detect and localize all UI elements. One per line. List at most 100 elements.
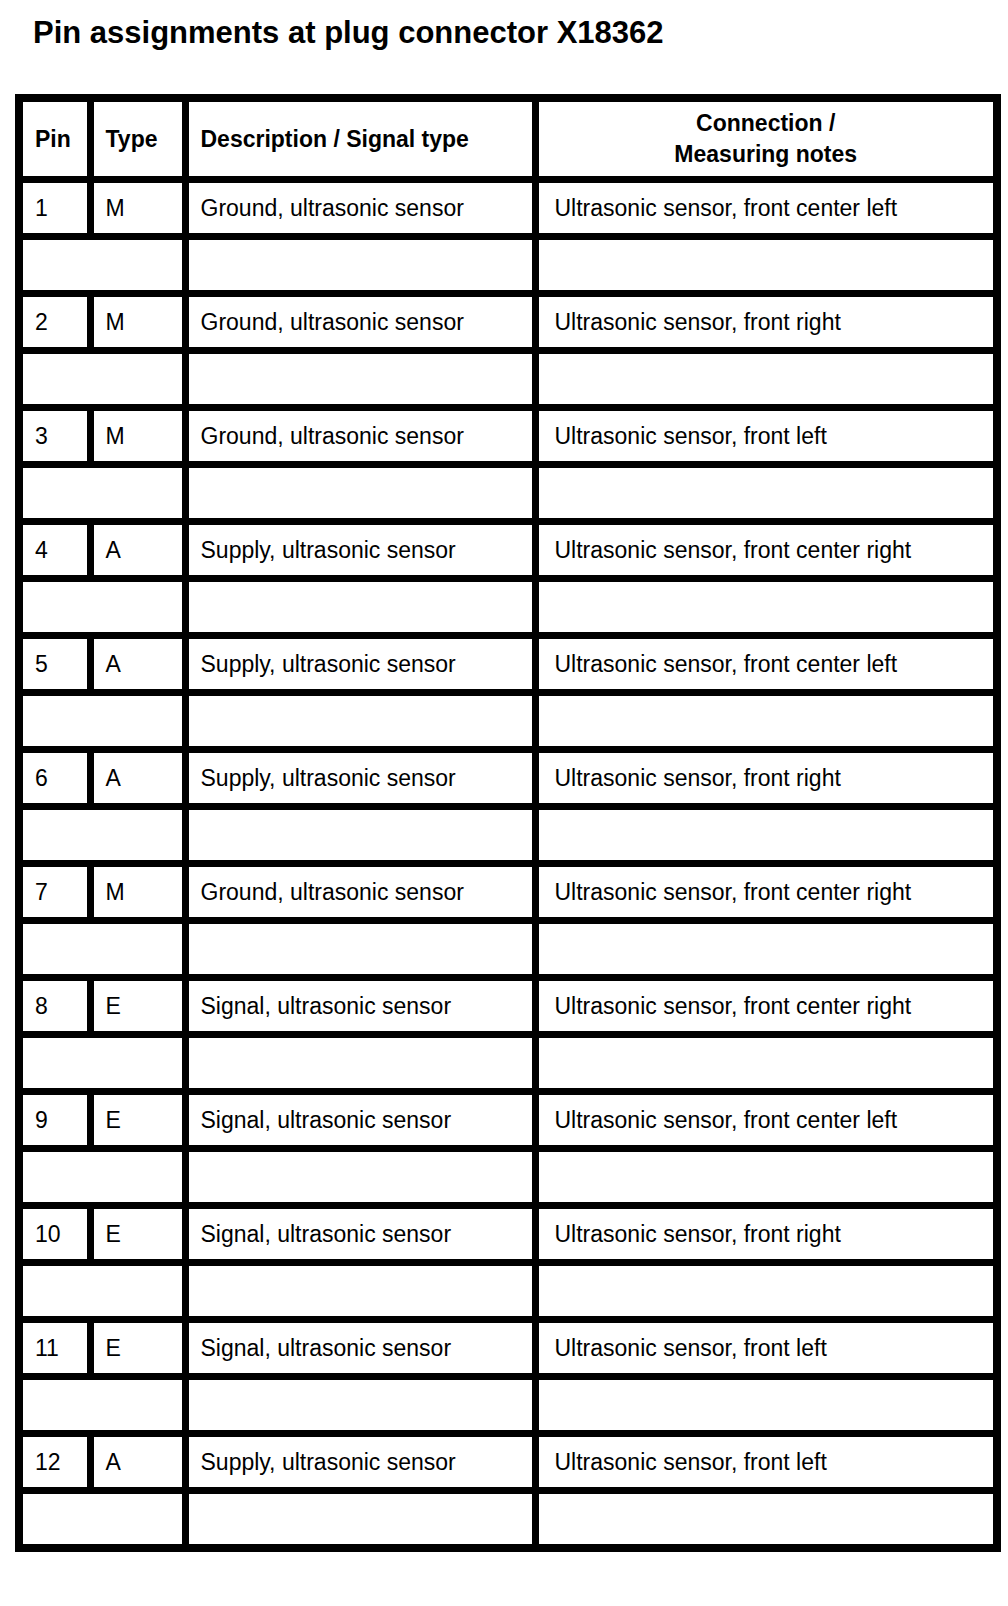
pin-cell: 3 xyxy=(19,408,90,465)
spacer-row xyxy=(19,351,997,408)
description-cell: Signal, ultrasonic sensor xyxy=(185,1092,535,1149)
spacer-cell-description xyxy=(185,465,535,522)
document-page: Pin assignments at plug connector X18362… xyxy=(0,0,1008,1606)
type-cell: A xyxy=(90,1434,185,1491)
pin-cell: 12 xyxy=(19,1434,90,1491)
type-cell: M xyxy=(90,294,185,351)
spacer-cell-description xyxy=(185,1491,535,1549)
header-cell-type: Type xyxy=(90,98,185,180)
description-cell: Supply, ultrasonic sensor xyxy=(185,750,535,807)
spacer-cell-pin-type xyxy=(19,921,185,978)
spacer-cell-connection xyxy=(535,237,997,294)
spacer-cell-pin-type xyxy=(19,1491,185,1549)
spacer-cell-description xyxy=(185,1377,535,1434)
spacer-cell-connection xyxy=(535,465,997,522)
table-row: 1 M Ground, ultrasonic sensor Ultrasonic… xyxy=(19,180,997,237)
pin-assignment-table: Pin Type Description / Signal type Conne… xyxy=(15,94,1001,1552)
spacer-cell-description xyxy=(185,1035,535,1092)
header-cell-pin: Pin xyxy=(19,98,90,180)
header-cell-description: Description / Signal type xyxy=(185,98,535,180)
description-cell: Ground, ultrasonic sensor xyxy=(185,864,535,921)
table-header: Pin Type Description / Signal type Conne… xyxy=(19,98,997,180)
pin-cell: 4 xyxy=(19,522,90,579)
pin-cell: 7 xyxy=(19,864,90,921)
header-row: Pin Type Description / Signal type Conne… xyxy=(19,98,997,180)
connection-cell: Ultrasonic sensor, front right xyxy=(535,750,997,807)
type-cell: A xyxy=(90,750,185,807)
spacer-cell-pin-type xyxy=(19,579,185,636)
description-cell: Supply, ultrasonic sensor xyxy=(185,522,535,579)
description-cell: Signal, ultrasonic sensor xyxy=(185,978,535,1035)
description-cell: Signal, ultrasonic sensor xyxy=(185,1206,535,1263)
pin-cell: 11 xyxy=(19,1320,90,1377)
spacer-row xyxy=(19,807,997,864)
connection-cell: Ultrasonic sensor, front center left xyxy=(535,180,997,237)
spacer-cell-pin-type xyxy=(19,807,185,864)
spacer-row xyxy=(19,1491,997,1549)
connection-cell: Ultrasonic sensor, front left xyxy=(535,1320,997,1377)
connection-cell: Ultrasonic sensor, front center right xyxy=(535,978,997,1035)
connection-cell: Ultrasonic sensor, front left xyxy=(535,1434,997,1491)
spacer-cell-description xyxy=(185,693,535,750)
pin-cell: 8 xyxy=(19,978,90,1035)
spacer-cell-connection xyxy=(535,1491,997,1549)
connection-cell: Ultrasonic sensor, front center left xyxy=(535,636,997,693)
spacer-cell-pin-type xyxy=(19,1149,185,1206)
spacer-cell-description xyxy=(185,237,535,294)
connection-cell: Ultrasonic sensor, front center left xyxy=(535,1092,997,1149)
pin-cell: 9 xyxy=(19,1092,90,1149)
spacer-cell-connection xyxy=(535,921,997,978)
spacer-row xyxy=(19,921,997,978)
spacer-row xyxy=(19,579,997,636)
spacer-row xyxy=(19,465,997,522)
table-row: 3 M Ground, ultrasonic sensor Ultrasonic… xyxy=(19,408,997,465)
table-row: 8 E Signal, ultrasonic sensor Ultrasonic… xyxy=(19,978,997,1035)
spacer-cell-pin-type xyxy=(19,1377,185,1434)
table-row: 5 A Supply, ultrasonic sensor Ultrasonic… xyxy=(19,636,997,693)
spacer-row xyxy=(19,1263,997,1320)
spacer-cell-connection xyxy=(535,579,997,636)
table-row: 2 M Ground, ultrasonic sensor Ultrasonic… xyxy=(19,294,997,351)
description-cell: Ground, ultrasonic sensor xyxy=(185,408,535,465)
spacer-row xyxy=(19,693,997,750)
connection-cell: Ultrasonic sensor, front right xyxy=(535,294,997,351)
table-row: 12 A Supply, ultrasonic sensor Ultrasoni… xyxy=(19,1434,997,1491)
type-cell: E xyxy=(90,1206,185,1263)
description-cell: Ground, ultrasonic sensor xyxy=(185,180,535,237)
table-body: 1 M Ground, ultrasonic sensor Ultrasonic… xyxy=(19,180,997,1549)
connection-cell: Ultrasonic sensor, front center right xyxy=(535,522,997,579)
pin-cell: 2 xyxy=(19,294,90,351)
spacer-cell-description xyxy=(185,579,535,636)
spacer-cell-description xyxy=(185,1149,535,1206)
table-row: 7 M Ground, ultrasonic sensor Ultrasonic… xyxy=(19,864,997,921)
spacer-cell-pin-type xyxy=(19,1263,185,1320)
spacer-cell-pin-type xyxy=(19,237,185,294)
spacer-cell-connection xyxy=(535,1377,997,1434)
table-row: 10 E Signal, ultrasonic sensor Ultrasoni… xyxy=(19,1206,997,1263)
spacer-cell-description xyxy=(185,351,535,408)
spacer-cell-connection xyxy=(535,1149,997,1206)
pin-cell: 10 xyxy=(19,1206,90,1263)
spacer-row xyxy=(19,1149,997,1206)
type-cell: M xyxy=(90,408,185,465)
spacer-cell-connection xyxy=(535,351,997,408)
type-cell: A xyxy=(90,522,185,579)
spacer-row xyxy=(19,1377,997,1434)
table-row: 9 E Signal, ultrasonic sensor Ultrasonic… xyxy=(19,1092,997,1149)
description-cell: Ground, ultrasonic sensor xyxy=(185,294,535,351)
page-title: Pin assignments at plug connector X18362 xyxy=(33,16,1008,50)
spacer-cell-description xyxy=(185,1263,535,1320)
connection-cell: Ultrasonic sensor, front right xyxy=(535,1206,997,1263)
type-cell: M xyxy=(90,180,185,237)
spacer-cell-pin-type xyxy=(19,693,185,750)
spacer-cell-description xyxy=(185,807,535,864)
spacer-cell-description xyxy=(185,921,535,978)
pin-cell: 1 xyxy=(19,180,90,237)
spacer-cell-connection xyxy=(535,1263,997,1320)
description-cell: Supply, ultrasonic sensor xyxy=(185,1434,535,1491)
spacer-cell-connection xyxy=(535,1035,997,1092)
description-cell: Supply, ultrasonic sensor xyxy=(185,636,535,693)
pin-cell: 6 xyxy=(19,750,90,807)
type-cell: M xyxy=(90,864,185,921)
pin-cell: 5 xyxy=(19,636,90,693)
